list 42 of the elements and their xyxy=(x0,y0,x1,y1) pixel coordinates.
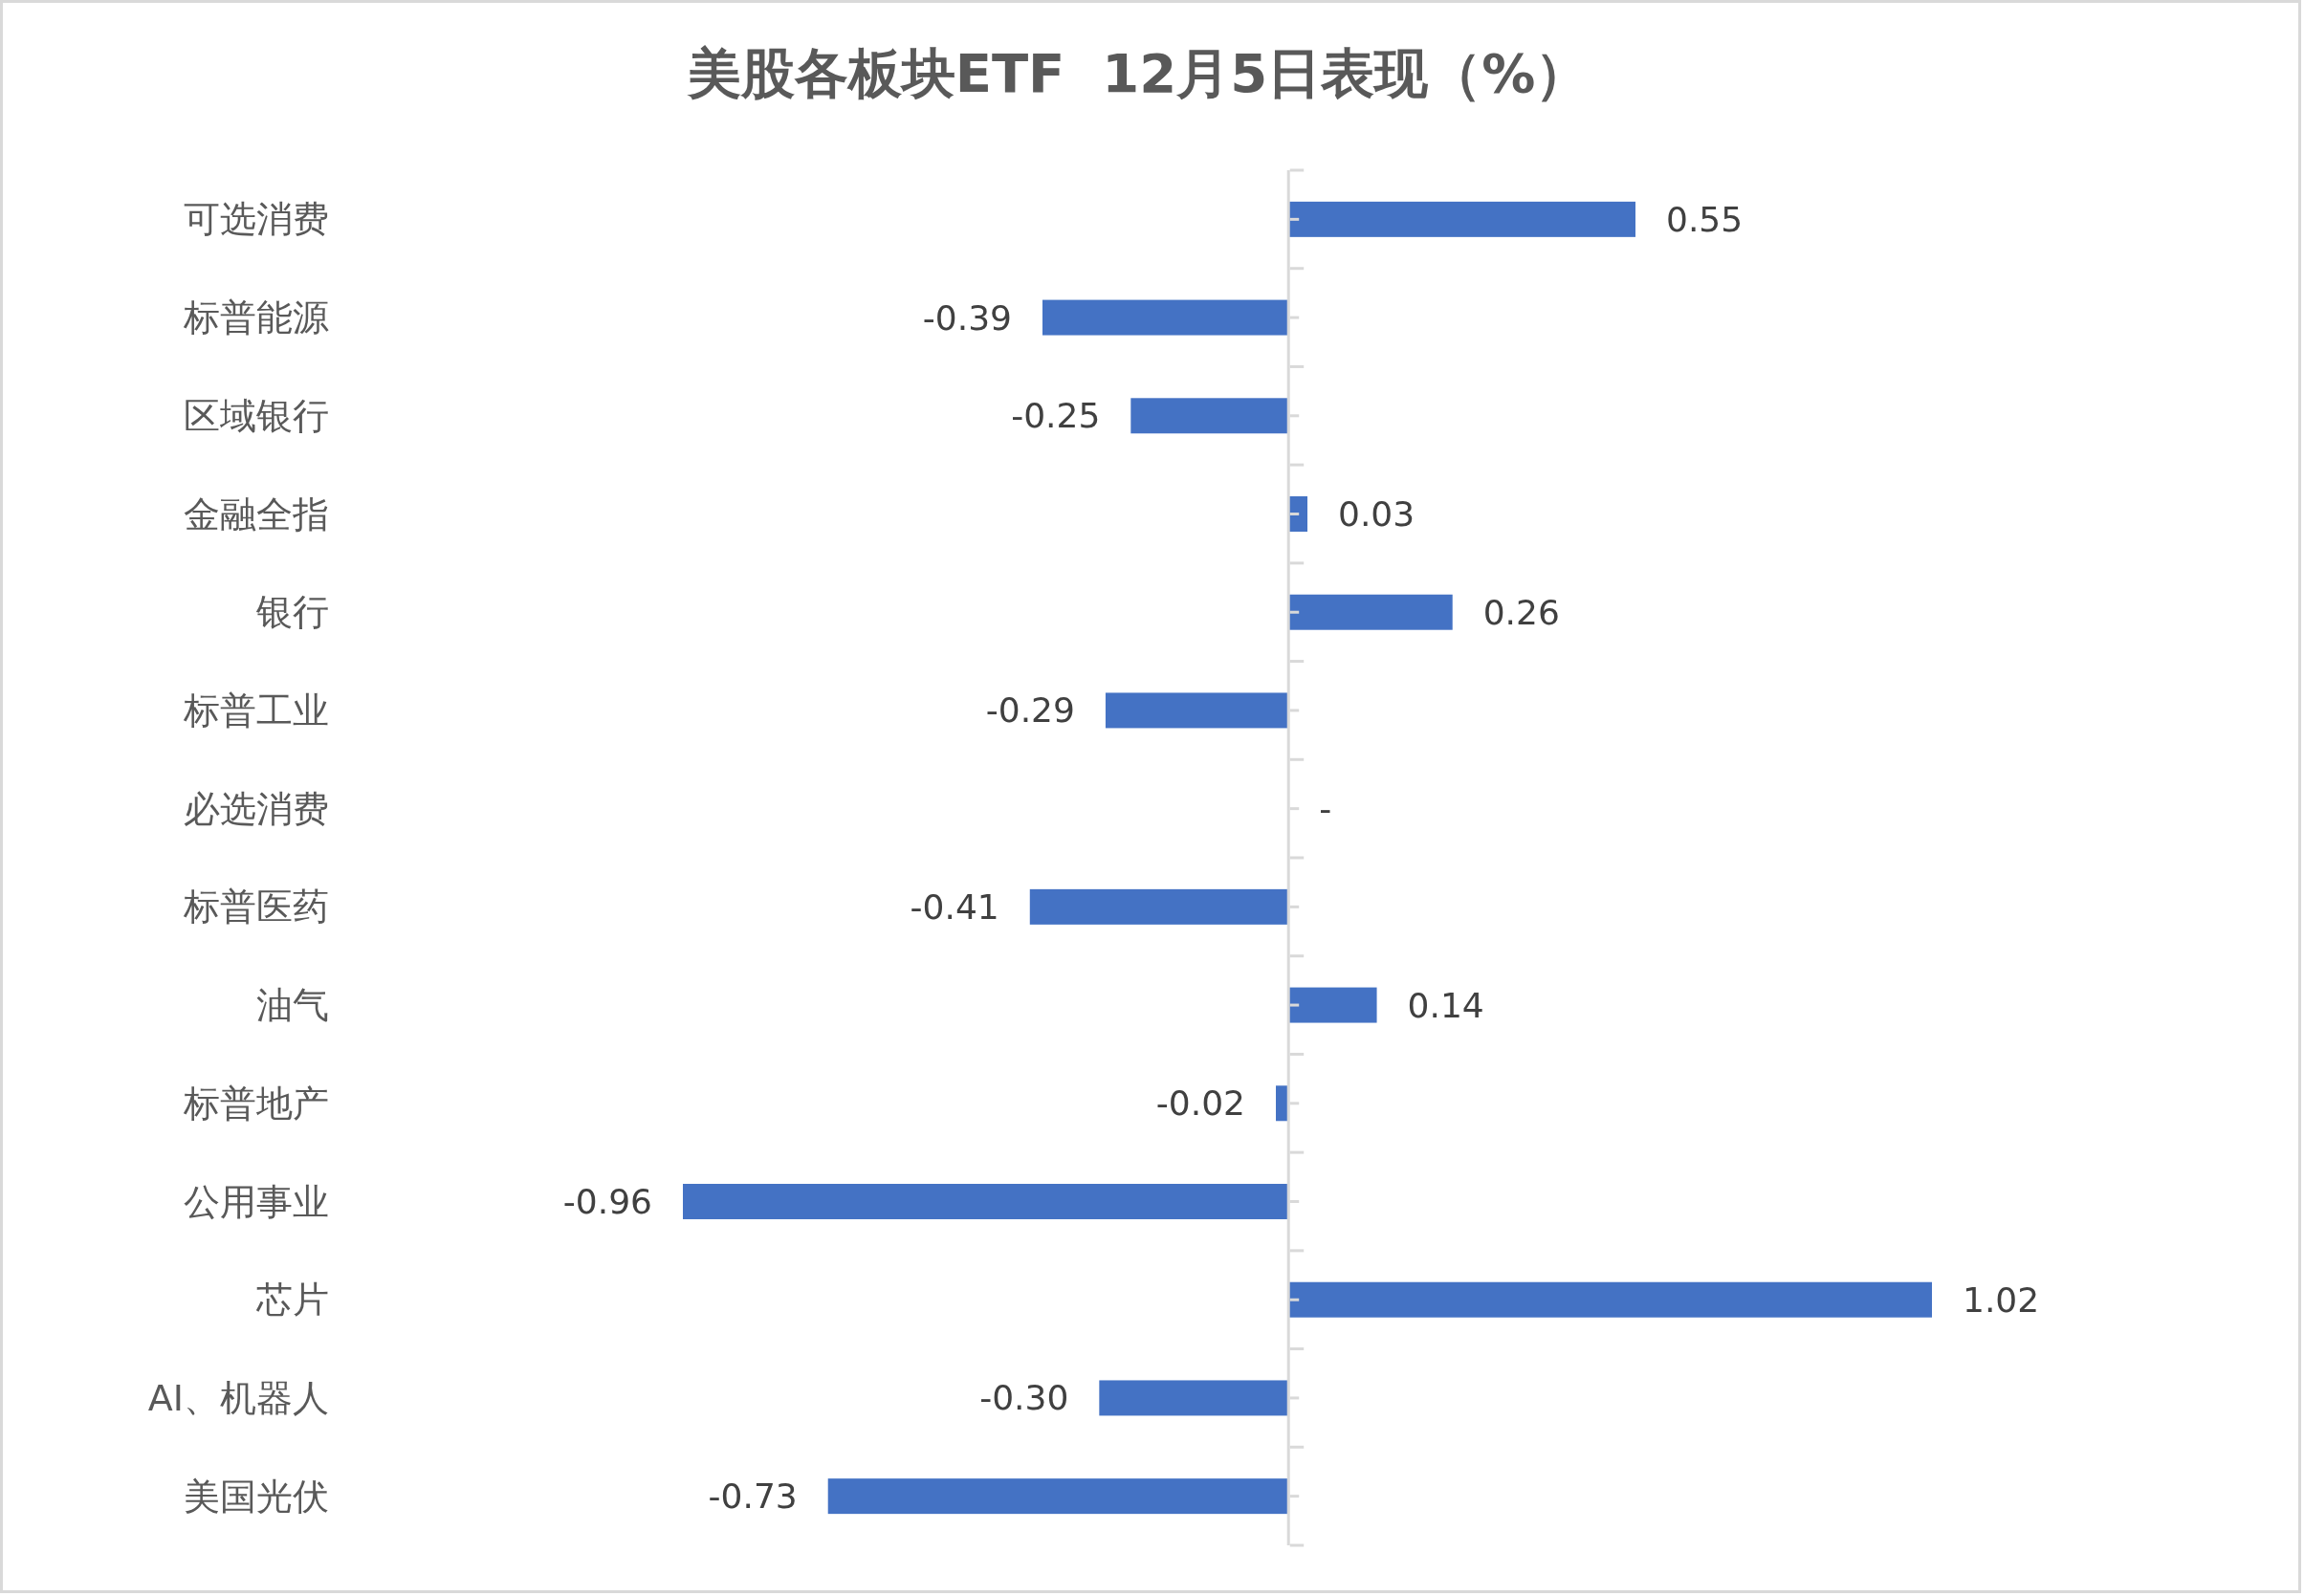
data-label: -0.30 xyxy=(979,1378,1069,1418)
bar xyxy=(683,1184,1289,1219)
data-label: -0.39 xyxy=(922,297,1012,338)
bar xyxy=(1288,201,1635,237)
bar xyxy=(1288,496,1307,532)
bar xyxy=(1288,594,1453,630)
y-tick-label: 美国光伏 xyxy=(184,1475,329,1518)
data-label: -0.02 xyxy=(1155,1083,1246,1124)
data-label: 0.55 xyxy=(1665,199,1744,239)
bar xyxy=(1276,1085,1289,1122)
y-tick-label: 标普医药 xyxy=(183,885,329,929)
data-label: -0.96 xyxy=(562,1182,652,1221)
bar xyxy=(1288,1281,1932,1318)
bar xyxy=(827,1478,1289,1515)
y-tick-label: 标普地产 xyxy=(183,1082,329,1125)
data-label: 1.02 xyxy=(1963,1279,2040,1320)
y-tick-label: 标普能源 xyxy=(183,296,329,339)
data-label: -0.41 xyxy=(910,886,999,927)
bar xyxy=(1130,398,1289,434)
y-tick-label: 可选消费 xyxy=(184,198,329,241)
bar xyxy=(1029,888,1289,925)
data-label: - xyxy=(1319,789,1332,829)
bar xyxy=(1042,299,1289,336)
y-tick-label: 标普工业 xyxy=(183,689,329,732)
data-label: 0.14 xyxy=(1407,985,1484,1025)
bar xyxy=(1288,987,1377,1023)
y-tick-label: AI、机器人 xyxy=(147,1376,329,1419)
y-tick-label: 金融全指 xyxy=(184,492,329,536)
y-tick-label: 银行 xyxy=(255,591,329,634)
y-tick-label: 必选消费 xyxy=(184,787,329,830)
bar xyxy=(1105,692,1289,729)
y-tick-label: 芯片 xyxy=(255,1279,329,1322)
y-tick-label: 公用事业 xyxy=(184,1180,329,1223)
data-label: -0.25 xyxy=(1011,396,1101,436)
chart-title: 美股各板块ETF 12月5日表现（%） xyxy=(686,41,1590,104)
bar xyxy=(1099,1380,1289,1416)
y-tick-label: 区域银行 xyxy=(184,394,329,437)
y-tick-label: 油气 xyxy=(256,984,329,1027)
data-label: -0.73 xyxy=(708,1476,798,1517)
data-label: -0.29 xyxy=(985,690,1075,731)
data-label: 0.03 xyxy=(1338,494,1415,534)
data-label: 0.26 xyxy=(1482,592,1560,632)
